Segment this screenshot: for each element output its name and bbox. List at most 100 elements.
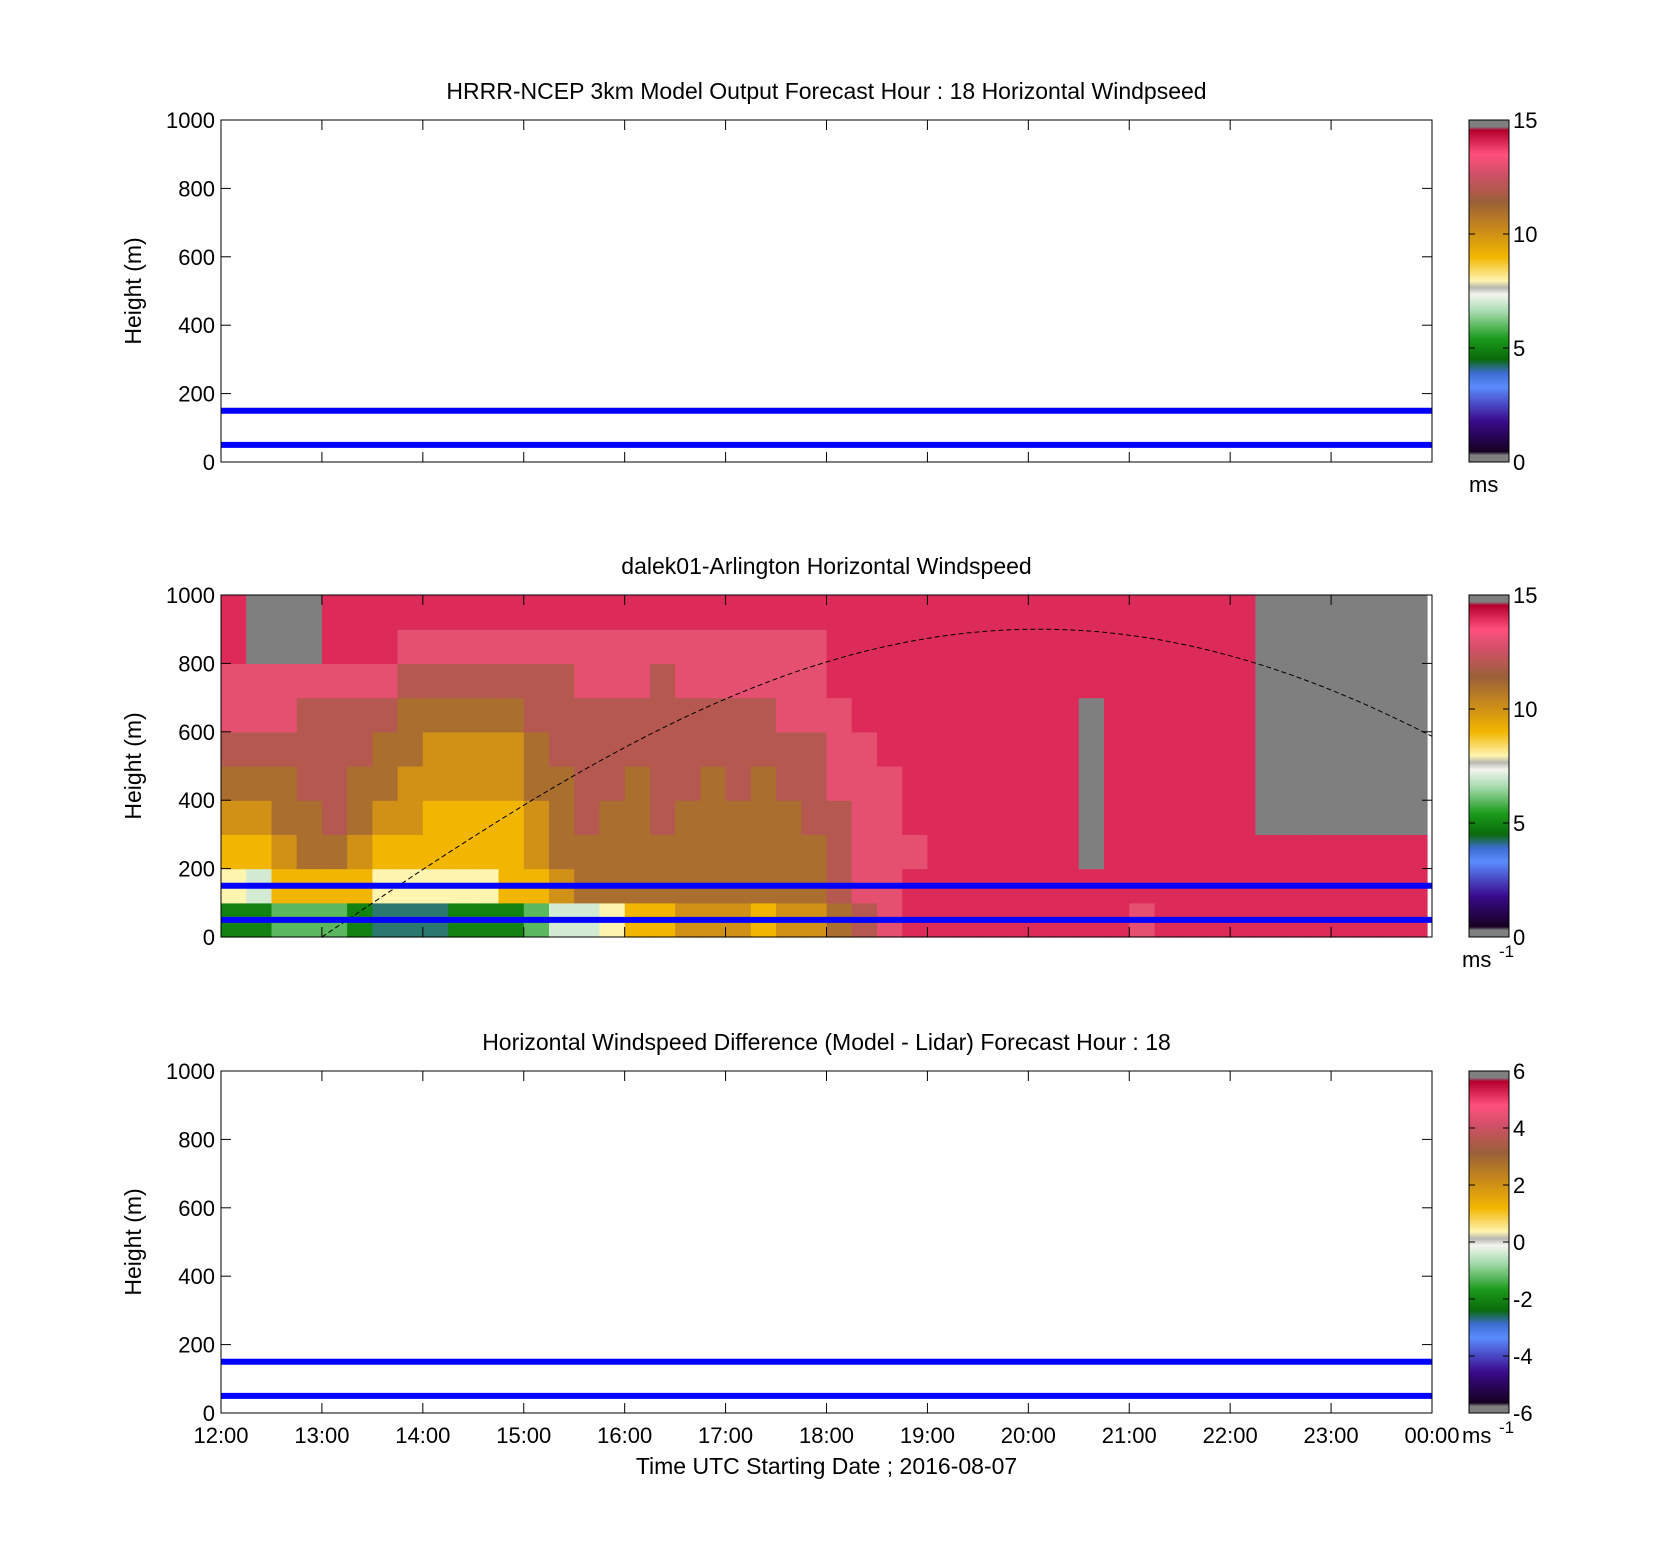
- colorbar-tick-label: 0: [1513, 450, 1525, 475]
- heatmap-cell: [675, 663, 701, 699]
- y-tick-label: 0: [203, 925, 215, 950]
- heatmap-cell: [221, 731, 247, 767]
- heatmap-cell: [826, 663, 853, 699]
- heatmap-cell: [1179, 663, 1206, 699]
- heatmap-cell: [448, 766, 474, 801]
- heatmap-cell: [750, 766, 777, 801]
- heatmap-cell: [523, 629, 550, 664]
- heatmap-cell: [624, 663, 651, 699]
- heatmap-cell: [271, 766, 298, 801]
- heatmap-cell: [422, 731, 449, 767]
- heatmap-cell: [1331, 834, 1357, 870]
- heatmap-cell: [372, 663, 399, 699]
- heatmap-cell: [750, 697, 777, 733]
- heatmap-cell: [649, 766, 676, 801]
- heatmap-cell: [1129, 766, 1156, 801]
- heatmap-cell: [1280, 595, 1307, 630]
- heatmap-cell: [296, 697, 323, 733]
- heatmap-cell: [1104, 663, 1130, 699]
- x-tick-label: 16:00: [597, 1423, 652, 1448]
- heatmap-cell: [902, 595, 928, 630]
- heatmap-cell: [372, 697, 399, 733]
- heatmap-cell: [902, 766, 928, 801]
- heatmap-cell: [1406, 663, 1428, 699]
- heatmap-cell: [221, 697, 247, 733]
- heatmap-cell: [296, 731, 323, 767]
- heatmap-cell: [473, 663, 500, 699]
- heatmap-cell: [221, 766, 247, 801]
- colorbar-tick-label: -4: [1513, 1344, 1533, 1369]
- heatmap-cell: [1154, 800, 1181, 835]
- heatmap-cell: [624, 629, 651, 664]
- heatmap-cell: [1028, 697, 1055, 733]
- heatmap-cell: [1204, 663, 1231, 699]
- heatmap-cell: [700, 834, 727, 870]
- heatmap-cell: [1331, 731, 1357, 767]
- heatmap-cell: [1078, 595, 1105, 630]
- heatmap-cell: [599, 697, 626, 733]
- heatmap-cell: [1230, 595, 1256, 630]
- heatmap-cell: [927, 766, 954, 801]
- heatmap-cell: [448, 800, 474, 835]
- heatmap-cell: [523, 800, 550, 835]
- heatmap-cell: [246, 663, 272, 699]
- heatmap-cell: [1356, 731, 1383, 767]
- heatmap-cell: [927, 697, 954, 733]
- heatmap-cell: [977, 800, 1004, 835]
- heatmap-cell: [1255, 834, 1282, 870]
- heatmap-cell: [1331, 800, 1357, 835]
- heatmap-cell: [675, 731, 701, 767]
- heatmap-cell: [1230, 663, 1256, 699]
- heatmap-cell: [498, 629, 525, 664]
- y-tick-label: 800: [178, 1127, 215, 1152]
- heatmap-cell: [1053, 766, 1080, 801]
- heatmap-cell: [498, 800, 525, 835]
- heatmap-cell: [498, 731, 525, 767]
- heatmap-cell: [574, 834, 600, 870]
- colorbar-tick-label: 2: [1513, 1173, 1525, 1198]
- heatmap-cell: [1381, 834, 1408, 870]
- heatmap-cell: [1053, 834, 1080, 870]
- heatmap-cell: [1154, 834, 1181, 870]
- heatmap-cell: [1305, 595, 1332, 630]
- heatmap-cell: [1154, 731, 1181, 767]
- heatmap-cell: [877, 697, 903, 733]
- heatmap-cell: [977, 766, 1004, 801]
- heatmap-cell: [1356, 629, 1383, 664]
- heatmap-cell: [1204, 800, 1231, 835]
- heatmap-cell: [498, 834, 525, 870]
- heatmap-cell: [1179, 834, 1206, 870]
- heatmap-cell: [599, 766, 626, 801]
- heatmap-cell: [725, 800, 752, 835]
- heatmap-cell: [1003, 800, 1029, 835]
- x-tick-label: 15:00: [496, 1423, 551, 1448]
- heatmap-cell: [1078, 629, 1105, 664]
- heatmap-cell: [448, 663, 474, 699]
- heatmap-cell: [296, 629, 323, 664]
- heatmap-cell: [372, 834, 399, 870]
- heatmap-cell: [776, 663, 802, 699]
- heatmap-cell: [296, 800, 323, 835]
- heatmap-cell: [700, 595, 727, 630]
- heatmap-cell: [851, 800, 878, 835]
- heatmap-cell: [1255, 766, 1282, 801]
- heatmap-cell: [1154, 595, 1181, 630]
- heatmap-cell: [700, 800, 727, 835]
- heatmap-cell: [750, 834, 777, 870]
- heatmap-cell: [397, 800, 424, 835]
- heatmap-cell: [1053, 697, 1080, 733]
- heatmap-cell: [725, 595, 752, 630]
- y-axis-label: Height (m): [120, 237, 146, 344]
- heatmap-cell: [372, 766, 399, 801]
- heatmap-cell: [877, 766, 903, 801]
- heatmap-cell: [372, 629, 399, 664]
- heatmap-cell: [246, 595, 272, 630]
- heatmap-cell: [574, 663, 600, 699]
- heatmap-cell: [750, 800, 777, 835]
- heatmap-cell: [826, 766, 853, 801]
- heatmap-cell: [1381, 697, 1408, 733]
- heatmap-cell: [1154, 629, 1181, 664]
- colorbar-tick-label: 15: [1513, 583, 1537, 608]
- heatmap-cell: [675, 800, 701, 835]
- heatmap-cell: [1003, 629, 1029, 664]
